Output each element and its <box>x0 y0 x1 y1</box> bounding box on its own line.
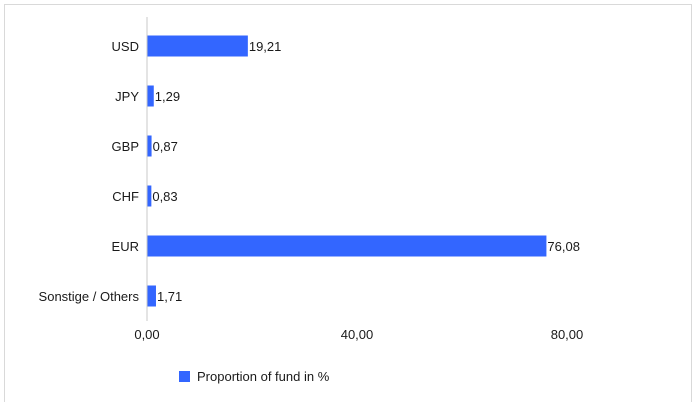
category-labels: USD JPY GBP CHF EUR Sonstige / Others <box>39 39 140 304</box>
category-label: GBP <box>112 139 139 154</box>
value-label: 19,21 <box>249 39 282 54</box>
bar-eur <box>147 235 547 257</box>
bar-usd <box>147 35 248 57</box>
bar-sonstige-others <box>147 285 156 307</box>
bar-group <box>147 35 547 307</box>
x-axis-tick-labels: 0,00 40,00 80,00 <box>134 327 583 342</box>
legend-label: Proportion of fund in % <box>197 369 330 384</box>
category-label: CHF <box>112 189 139 204</box>
category-label: Sonstige / Others <box>39 289 140 304</box>
value-label: 1,29 <box>155 89 180 104</box>
legend: Proportion of fund in % <box>179 369 330 384</box>
category-label: EUR <box>112 239 139 254</box>
x-tick-label: 80,00 <box>551 327 584 342</box>
bar-chf <box>147 185 152 207</box>
value-label: 0,83 <box>152 189 177 204</box>
value-label: 1,71 <box>157 289 182 304</box>
bar-gbp <box>147 135 152 157</box>
value-label: 76,08 <box>547 239 580 254</box>
bar-jpy <box>147 85 154 107</box>
chart-frame <box>4 4 692 402</box>
x-tick-label: 40,00 <box>341 327 374 342</box>
value-label: 0,87 <box>153 139 178 154</box>
category-label: JPY <box>115 89 139 104</box>
category-label: USD <box>112 39 139 54</box>
value-labels: 19,21 1,29 0,87 0,83 76,08 1,71 <box>152 39 580 304</box>
x-tick-label: 0,00 <box>134 327 159 342</box>
legend-swatch <box>179 371 190 382</box>
